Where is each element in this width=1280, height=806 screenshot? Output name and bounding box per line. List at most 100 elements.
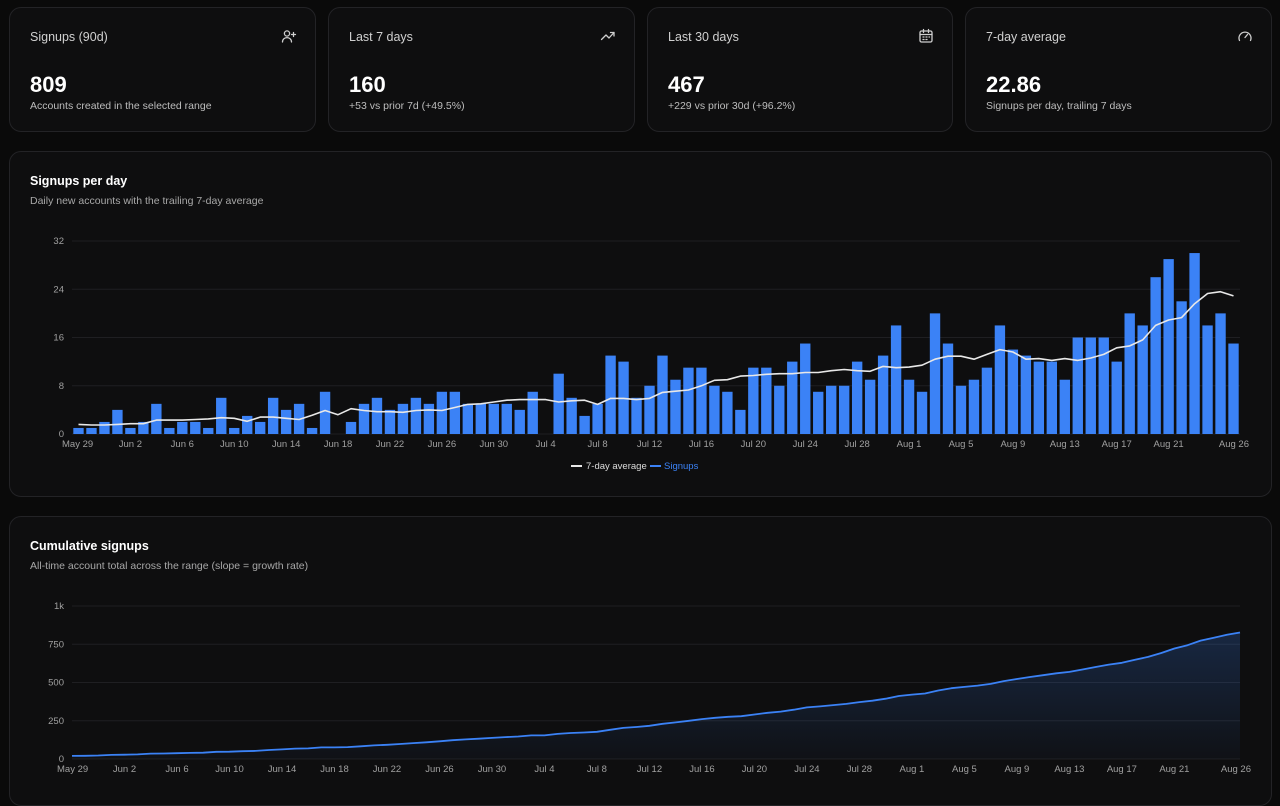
x-tick-label: Jun 18 bbox=[320, 764, 349, 775]
x-tick-label: Aug 17 bbox=[1107, 764, 1137, 775]
x-tick-label: Jun 6 bbox=[171, 439, 194, 450]
x-tick-label: May 29 bbox=[62, 439, 93, 450]
signups-bar bbox=[722, 391, 733, 434]
gauge-icon bbox=[1237, 28, 1253, 44]
kpi-card-7-day-average: 7-day average 22.86 Signups per day, tra… bbox=[965, 7, 1272, 132]
panel-subtitle: All-time account total across the range … bbox=[30, 560, 309, 572]
average-line bbox=[78, 290, 1234, 426]
signups-bar bbox=[190, 421, 201, 434]
signups-bar bbox=[1020, 355, 1032, 434]
signups-bar bbox=[1059, 379, 1070, 434]
signups-bar bbox=[553, 373, 564, 434]
signups-bar bbox=[488, 403, 499, 434]
x-tick-label: Jul 24 bbox=[794, 764, 819, 775]
kpi-value: 467 bbox=[668, 72, 705, 97]
x-tick-label: Aug 1 bbox=[897, 439, 922, 450]
signups-bar bbox=[800, 343, 811, 434]
signups-bar bbox=[229, 427, 240, 434]
x-tick-label: Jun 14 bbox=[268, 764, 297, 775]
signups-bar bbox=[592, 403, 603, 434]
y-tick-label: 0 bbox=[59, 429, 64, 440]
signups-bar bbox=[86, 427, 97, 434]
signups-bar bbox=[670, 379, 681, 434]
x-tick-label: Jun 10 bbox=[220, 439, 249, 450]
signups-bar bbox=[1202, 325, 1213, 434]
signups-bar bbox=[1228, 343, 1239, 434]
signups-bar bbox=[1007, 349, 1019, 434]
x-tick-label: Jun 2 bbox=[119, 439, 142, 450]
signups-bar bbox=[566, 397, 577, 434]
x-tick-label: Jun 22 bbox=[373, 764, 402, 775]
kpi-subtext: Signups per day, trailing 7 days bbox=[986, 100, 1132, 112]
signups-bar bbox=[1111, 361, 1122, 434]
signups-bar bbox=[449, 391, 461, 434]
signups-bar bbox=[903, 379, 915, 434]
x-tick-label: Jul 8 bbox=[587, 764, 607, 775]
x-tick-label: Jun 10 bbox=[215, 764, 244, 775]
signups-bar bbox=[696, 367, 707, 434]
x-tick-label: Jul 20 bbox=[742, 764, 767, 775]
signups-bar bbox=[838, 385, 850, 434]
x-tick-label: Jun 18 bbox=[324, 439, 353, 450]
x-tick-label: Aug 21 bbox=[1154, 439, 1184, 450]
kpi-card-last-30-days: Last 30 days 467 +229 vs prior 30d (+96.… bbox=[647, 7, 953, 132]
signups-bar bbox=[579, 415, 590, 434]
x-tick-label: Jun 26 bbox=[425, 764, 454, 775]
x-tick-label: Jul 24 bbox=[793, 439, 818, 450]
signups-bar bbox=[112, 409, 123, 434]
y-tick-label: 8 bbox=[59, 381, 64, 392]
signups-bar bbox=[916, 391, 928, 434]
signups-bar bbox=[1137, 325, 1148, 434]
signups-bar bbox=[994, 325, 1006, 434]
signups-bar bbox=[864, 379, 876, 434]
signups-bar bbox=[1033, 361, 1045, 434]
signups-bar bbox=[475, 403, 486, 434]
signups-bar bbox=[501, 403, 512, 434]
kpi-subtext: +53 vs prior 7d (+49.5%) bbox=[349, 100, 465, 112]
signups-bar bbox=[280, 409, 292, 434]
y-tick-label: 250 bbox=[48, 716, 64, 727]
signups-bar bbox=[657, 355, 668, 434]
signups-bar bbox=[1124, 313, 1135, 434]
signups-bar bbox=[968, 379, 980, 434]
x-tick-label: Aug 17 bbox=[1102, 439, 1132, 450]
x-tick-label: Jul 16 bbox=[689, 764, 714, 775]
signups-bar bbox=[631, 397, 642, 434]
signups-bar bbox=[877, 355, 889, 434]
signups-bar bbox=[1150, 277, 1161, 434]
signups-bar bbox=[410, 397, 422, 434]
signups-bar bbox=[813, 391, 824, 434]
x-tick-label: Jul 28 bbox=[844, 439, 869, 450]
y-tick-label: 1k bbox=[54, 601, 64, 612]
signups-bar bbox=[125, 427, 136, 434]
signups-bar bbox=[514, 409, 525, 434]
kpi-label: Last 30 days bbox=[668, 30, 739, 44]
signups-bar bbox=[151, 403, 162, 434]
signups-bar bbox=[955, 385, 967, 434]
kpi-value: 809 bbox=[30, 72, 67, 97]
cumulative-area bbox=[72, 632, 1240, 759]
x-tick-label: May 29 bbox=[57, 764, 88, 775]
x-tick-label: Aug 26 bbox=[1221, 764, 1251, 775]
user-plus-icon bbox=[281, 28, 297, 44]
signups-bar bbox=[644, 385, 655, 434]
signups-bar bbox=[1085, 337, 1096, 434]
panel-subtitle: Daily new accounts with the trailing 7-d… bbox=[30, 195, 264, 207]
signups-bar bbox=[436, 391, 448, 434]
cumulative-signups-chart: 0 250 500 750 1k May 29 Jun 2 Jun 6 Jun 10 Jun 14… bbox=[48, 601, 1251, 775]
panel-title: Signups per day bbox=[30, 174, 128, 188]
y-tick-label: 16 bbox=[53, 333, 64, 344]
x-tick-label: Jul 4 bbox=[536, 439, 556, 450]
x-tick-label: Aug 1 bbox=[899, 764, 924, 775]
panel-title: Cumulative signups bbox=[30, 539, 149, 553]
signups-bar bbox=[462, 403, 474, 434]
kpi-value: 160 bbox=[349, 72, 386, 97]
kpi-subtext: Accounts created in the selected range bbox=[30, 100, 212, 112]
y-tick-label: 0 bbox=[59, 754, 64, 765]
x-tick-label: Aug 13 bbox=[1050, 439, 1080, 450]
x-tick-label: Jul 20 bbox=[741, 439, 766, 450]
signups-bar bbox=[73, 427, 84, 434]
signups-bar bbox=[929, 313, 941, 434]
signups-bar bbox=[99, 421, 110, 434]
signups-bar bbox=[1176, 301, 1187, 434]
